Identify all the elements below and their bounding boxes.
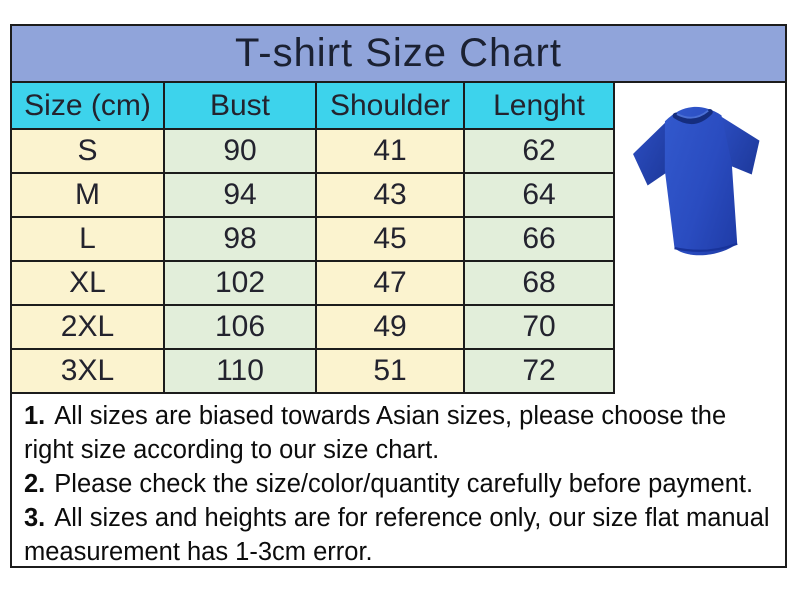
table-cell-size: M bbox=[12, 174, 165, 218]
table-cell-length: 64 bbox=[465, 174, 615, 218]
table-cell-shoulder: 49 bbox=[317, 306, 465, 350]
table-cell-size: XL bbox=[12, 262, 165, 306]
product-image-cell bbox=[615, 83, 785, 394]
note-text: All sizes are biased towards Asian sizes… bbox=[24, 402, 727, 464]
table-cell-shoulder: 43 bbox=[317, 174, 465, 218]
table-cell-shoulder: 51 bbox=[317, 350, 465, 394]
table-cell-bust: 106 bbox=[165, 306, 317, 350]
table-cell-length: 68 bbox=[465, 262, 615, 306]
note-text: Please check the size/color/quantity car… bbox=[54, 470, 754, 498]
column-header-length: Lenght bbox=[465, 83, 615, 130]
table-cell-size: S bbox=[12, 130, 165, 174]
table-cell-bust: 94 bbox=[165, 174, 317, 218]
table-cell-length: 66 bbox=[465, 218, 615, 262]
note-line-2: 2. Please check the size/color/quantity c… bbox=[24, 467, 775, 501]
table-cell-length: 70 bbox=[465, 306, 615, 350]
column-header-bust: Bust bbox=[165, 83, 317, 130]
note-line-3: 3. All sizes and heights are for referenc… bbox=[24, 501, 775, 569]
note-number: 3. bbox=[24, 504, 46, 532]
table-cell-size: 2XL bbox=[12, 306, 165, 350]
note-number: 1. bbox=[24, 402, 46, 430]
table-cell-size: 3XL bbox=[12, 350, 165, 394]
note-line-1: 1. All sizes are biased towards Asian siz… bbox=[24, 399, 775, 467]
size-table: Size (cm) Bust Shoulder Lenght bbox=[12, 83, 785, 394]
note-text: All sizes and heights are for reference … bbox=[24, 504, 770, 566]
chart-title-bar: T-shirt Size Chart bbox=[12, 26, 785, 83]
column-header-size: Size (cm) bbox=[12, 83, 165, 130]
page-title: T-shirt Size Chart bbox=[235, 31, 562, 75]
table-cell-bust: 98 bbox=[165, 218, 317, 262]
chart-sheet: T-shirt Size Chart Size (cm) Bust Should… bbox=[10, 24, 787, 568]
column-header-shoulder: Shoulder bbox=[317, 83, 465, 130]
table-cell-shoulder: 45 bbox=[317, 218, 465, 262]
table-cell-size: L bbox=[12, 218, 165, 262]
table-cell-shoulder: 41 bbox=[317, 130, 465, 174]
table-cell-shoulder: 47 bbox=[317, 262, 465, 306]
table-cell-bust: 110 bbox=[165, 350, 317, 394]
notes-section: 1. All sizes are biased towards Asian siz… bbox=[12, 394, 785, 566]
table-cell-bust: 102 bbox=[165, 262, 317, 306]
table-cell-length: 72 bbox=[465, 350, 615, 394]
blue-tshirt-image bbox=[633, 106, 760, 256]
table-cell-length: 62 bbox=[465, 130, 615, 174]
table-cell-bust: 90 bbox=[165, 130, 317, 174]
note-number: 2. bbox=[24, 470, 46, 498]
